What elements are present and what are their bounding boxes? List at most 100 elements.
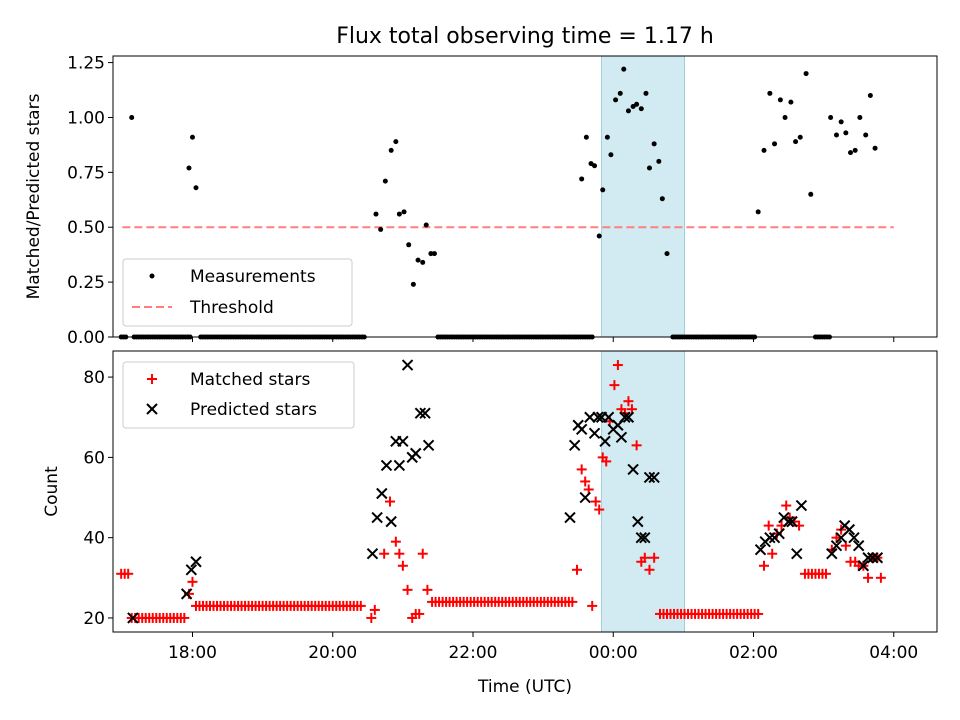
- matched-star-point: [572, 564, 583, 575]
- ratio-x-ticks: [191, 337, 895, 342]
- predicted-star-point: [639, 531, 651, 544]
- count-legend: Matched stars Predicted stars: [122, 361, 355, 429]
- ratio-y-axis-label: Matched/Predicted stars: [24, 93, 44, 299]
- ratio-legend: Measurements Threshold: [122, 258, 353, 327]
- matched-star-point: [594, 504, 605, 515]
- measurement-point: [388, 147, 394, 153]
- matched-star-point: [187, 576, 198, 587]
- predicted-star-point: [852, 539, 865, 552]
- matched-star-point: [576, 464, 587, 475]
- predicted-star-point: [622, 411, 635, 423]
- measurement-point: [833, 132, 839, 138]
- matched-star-point: [631, 440, 642, 451]
- measurement-point: [396, 211, 402, 217]
- predicted-star-point: [826, 548, 838, 560]
- measurement-point: [808, 191, 814, 197]
- predicted-star-point: [190, 556, 202, 568]
- x-tick-label: 22:00: [448, 643, 497, 663]
- predicted-star-point: [385, 515, 397, 528]
- predicted-star-point: [371, 511, 383, 524]
- y-tick-label: 1.25: [67, 54, 105, 74]
- predicted-star-points: [127, 359, 884, 624]
- measurement-point: [777, 97, 783, 103]
- predicted-star-point: [410, 447, 422, 460]
- matched-star-point: [612, 360, 623, 371]
- predicted-star-point: [599, 435, 611, 448]
- matched-star-point: [422, 584, 433, 595]
- measurement-point: [415, 257, 421, 263]
- matched-star-point: [753, 608, 764, 619]
- predicted-star-point: [401, 359, 414, 371]
- measurement-point: [634, 101, 640, 107]
- predicted-star-point: [380, 459, 393, 472]
- matched-star-point: [644, 564, 655, 575]
- measurement-point: [129, 114, 135, 120]
- matched-star-point: [767, 548, 778, 559]
- matched-star-point: [397, 560, 408, 571]
- measurement-point: [797, 134, 803, 140]
- matched-star-point: [601, 456, 612, 467]
- y-tick-label: 1.00: [67, 108, 105, 128]
- legend-matched-label: Matched stars: [190, 370, 310, 390]
- matched-star-point: [414, 608, 425, 619]
- predicted-star-point: [568, 439, 581, 452]
- measurement-point: [857, 114, 863, 120]
- measurement-point: [410, 281, 416, 287]
- measurement-point: [656, 158, 662, 164]
- y-tick-label: 0.50: [67, 218, 105, 238]
- matched-star-point: [402, 584, 413, 595]
- matched-star-point: [875, 572, 886, 583]
- matched-star-point: [590, 496, 601, 507]
- legend-measurements-label: Measurements: [190, 267, 316, 287]
- measurement-point: [604, 134, 610, 140]
- measurement-point: [867, 93, 873, 99]
- predicted-star-point: [857, 560, 870, 572]
- measurement-point: [803, 71, 809, 77]
- measurement-point: [608, 152, 614, 158]
- legend-predicted-marker: [146, 403, 158, 415]
- matched-star-point: [390, 536, 401, 547]
- matched-star-point: [763, 520, 774, 531]
- legend-matched-marker: [147, 374, 157, 384]
- predicted-star-point: [579, 491, 591, 504]
- measurement-point: [420, 259, 426, 265]
- predicted-star-point: [592, 411, 604, 423]
- predicted-star-point: [627, 463, 639, 476]
- matched-star-point: [820, 568, 831, 579]
- predicted-star-point: [830, 539, 843, 552]
- ratio-legend-box: [122, 258, 353, 327]
- y-tick-label: 20: [83, 609, 105, 629]
- matched-star-point: [366, 612, 377, 623]
- measurement-point: [646, 165, 652, 171]
- predicted-star-point: [795, 499, 808, 512]
- y-tick-label: 40: [83, 529, 105, 549]
- matched-star-point: [781, 500, 792, 511]
- predicted-star-point: [791, 548, 803, 560]
- legend-threshold-label: Threshold: [189, 298, 274, 318]
- count-x-ticks: 18:00 20:00 22:00 00:00 02:00 04:00: [168, 632, 918, 663]
- x-tick-label: 02:00: [729, 643, 778, 663]
- predicted-star-point: [127, 612, 139, 624]
- predicted-star-point: [635, 531, 648, 544]
- matched-star-point: [417, 548, 428, 559]
- y-tick-label: 0.25: [67, 273, 105, 293]
- matched-star-point: [355, 600, 366, 611]
- x-tick-label: 20:00: [308, 643, 357, 663]
- matched-star-point: [623, 396, 634, 407]
- ratio-panel: 0.00 0.25 0.50 0.75 1.00 1.25 Matched/Predict…: [24, 54, 938, 348]
- measurement-point: [772, 141, 778, 147]
- measurement-point: [848, 150, 854, 156]
- predicted-star-point: [376, 487, 388, 500]
- count-legend-box: [122, 361, 355, 429]
- predicted-star-point: [584, 411, 596, 423]
- matched-star-point: [587, 600, 598, 611]
- matched-star-point: [639, 552, 650, 563]
- matched-star-point: [759, 560, 770, 571]
- measurement-point: [872, 145, 878, 151]
- measurement-point: [651, 141, 657, 147]
- predicted-star-point: [648, 471, 660, 484]
- measurement-point: [592, 163, 598, 169]
- count-y-ticks: 20 40 60 80: [83, 368, 113, 629]
- predicted-star-point: [414, 407, 427, 419]
